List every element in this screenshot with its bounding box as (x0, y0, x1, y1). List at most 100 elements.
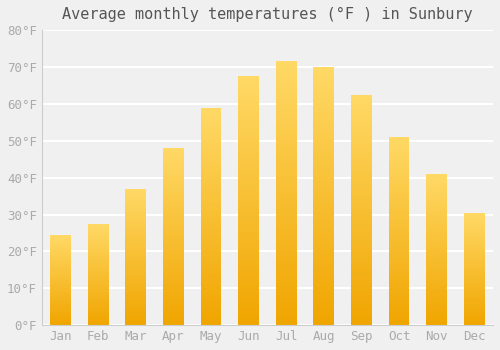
Bar (163, 299, 184, 300)
Bar (276, 228, 296, 230)
Bar (200, 171, 222, 173)
Bar (238, 310, 259, 313)
Bar (314, 201, 334, 204)
Bar (388, 301, 409, 303)
Bar (464, 236, 484, 237)
Bar (388, 229, 409, 231)
Bar (126, 258, 146, 260)
Bar (126, 222, 146, 223)
Bar (88, 309, 108, 310)
Bar (276, 315, 296, 317)
Bar (50, 257, 71, 258)
Bar (464, 240, 484, 241)
Bar (200, 266, 222, 268)
Bar (351, 222, 372, 224)
Bar (126, 230, 146, 231)
Bar (238, 188, 259, 191)
Bar (200, 221, 222, 223)
Bar (314, 75, 334, 77)
Bar (426, 177, 447, 178)
Bar (238, 178, 259, 181)
Bar (200, 212, 222, 214)
Bar (88, 274, 108, 275)
Bar (163, 182, 184, 183)
Bar (351, 233, 372, 235)
Bar (388, 169, 409, 171)
Bar (163, 300, 184, 302)
Bar (200, 173, 222, 175)
Bar (126, 245, 146, 246)
Bar (50, 309, 71, 310)
Bar (314, 304, 334, 307)
Bar (238, 283, 259, 285)
Bar (464, 257, 484, 258)
Bar (163, 302, 184, 304)
Bar (126, 294, 146, 295)
Bar (351, 111, 372, 113)
Bar (88, 299, 108, 300)
Bar (388, 224, 409, 225)
Bar (351, 286, 372, 288)
Bar (351, 157, 372, 159)
Bar (426, 215, 447, 216)
Bar (314, 152, 334, 155)
Bar (351, 118, 372, 120)
Bar (388, 267, 409, 269)
Bar (426, 312, 447, 313)
Bar (238, 313, 259, 315)
Bar (388, 320, 409, 321)
Bar (426, 274, 447, 275)
Bar (464, 315, 484, 316)
Bar (238, 128, 259, 131)
Bar (126, 237, 146, 238)
Bar (50, 310, 71, 311)
Bar (314, 170, 334, 173)
Bar (351, 129, 372, 132)
Bar (426, 319, 447, 321)
Bar (238, 186, 259, 188)
Bar (426, 175, 447, 177)
Bar (50, 320, 71, 321)
Bar (163, 205, 184, 206)
Bar (388, 205, 409, 206)
Bar (126, 199, 146, 201)
Bar (163, 265, 184, 267)
Bar (464, 306, 484, 307)
Bar (163, 233, 184, 235)
Bar (464, 216, 484, 217)
Bar (314, 274, 334, 276)
Bar (238, 323, 259, 325)
Bar (200, 262, 222, 264)
Bar (276, 96, 296, 98)
Bar (163, 288, 184, 290)
Bar (464, 241, 484, 242)
Bar (88, 224, 108, 225)
Bar (351, 168, 372, 171)
Bar (276, 88, 296, 90)
Bar (163, 249, 184, 251)
Bar (388, 310, 409, 312)
Bar (388, 178, 409, 180)
Bar (88, 298, 108, 299)
Bar (314, 173, 334, 175)
Bar (464, 213, 484, 214)
Bar (464, 219, 484, 220)
Bar (88, 314, 108, 315)
Bar (351, 251, 372, 254)
Bar (276, 156, 296, 159)
Bar (314, 106, 334, 108)
Bar (238, 136, 259, 139)
Bar (50, 303, 71, 304)
Bar (276, 270, 296, 272)
Bar (238, 111, 259, 113)
Bar (314, 194, 334, 196)
Bar (50, 315, 71, 316)
Bar (314, 183, 334, 186)
Bar (200, 142, 222, 145)
Bar (238, 171, 259, 173)
Bar (163, 212, 184, 214)
Bar (464, 223, 484, 224)
Bar (238, 173, 259, 176)
Bar (276, 143, 296, 146)
Bar (126, 254, 146, 256)
